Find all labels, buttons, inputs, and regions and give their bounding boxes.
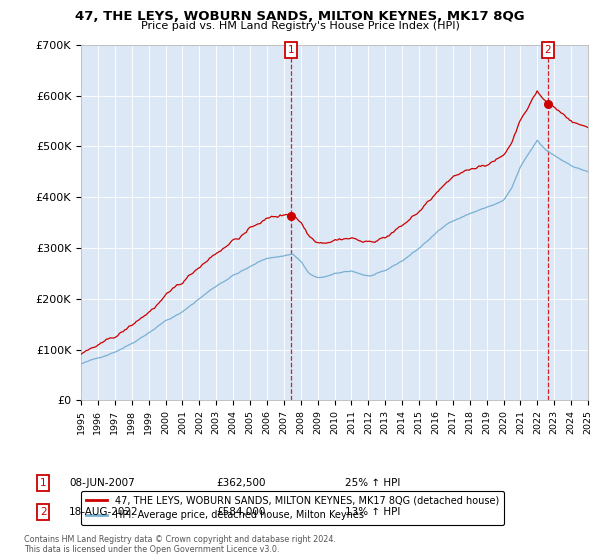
Text: 1: 1	[40, 478, 47, 488]
Text: 1: 1	[288, 45, 295, 55]
Text: £362,500: £362,500	[216, 478, 265, 488]
Text: 2: 2	[40, 507, 47, 517]
Text: Price paid vs. HM Land Registry's House Price Index (HPI): Price paid vs. HM Land Registry's House …	[140, 21, 460, 31]
Text: 08-JUN-2007: 08-JUN-2007	[69, 478, 135, 488]
Text: £584,000: £584,000	[216, 507, 265, 517]
Text: Contains HM Land Registry data © Crown copyright and database right 2024.: Contains HM Land Registry data © Crown c…	[24, 535, 336, 544]
Text: 2: 2	[545, 45, 551, 55]
Text: 13% ↑ HPI: 13% ↑ HPI	[345, 507, 400, 517]
Text: 18-AUG-2022: 18-AUG-2022	[69, 507, 139, 517]
Text: 25% ↑ HPI: 25% ↑ HPI	[345, 478, 400, 488]
Legend: 47, THE LEYS, WOBURN SANDS, MILTON KEYNES, MK17 8QG (detached house), HPI: Avera: 47, THE LEYS, WOBURN SANDS, MILTON KEYNE…	[81, 491, 504, 525]
Text: 47, THE LEYS, WOBURN SANDS, MILTON KEYNES, MK17 8QG: 47, THE LEYS, WOBURN SANDS, MILTON KEYNE…	[75, 10, 525, 22]
Text: This data is licensed under the Open Government Licence v3.0.: This data is licensed under the Open Gov…	[24, 545, 280, 554]
